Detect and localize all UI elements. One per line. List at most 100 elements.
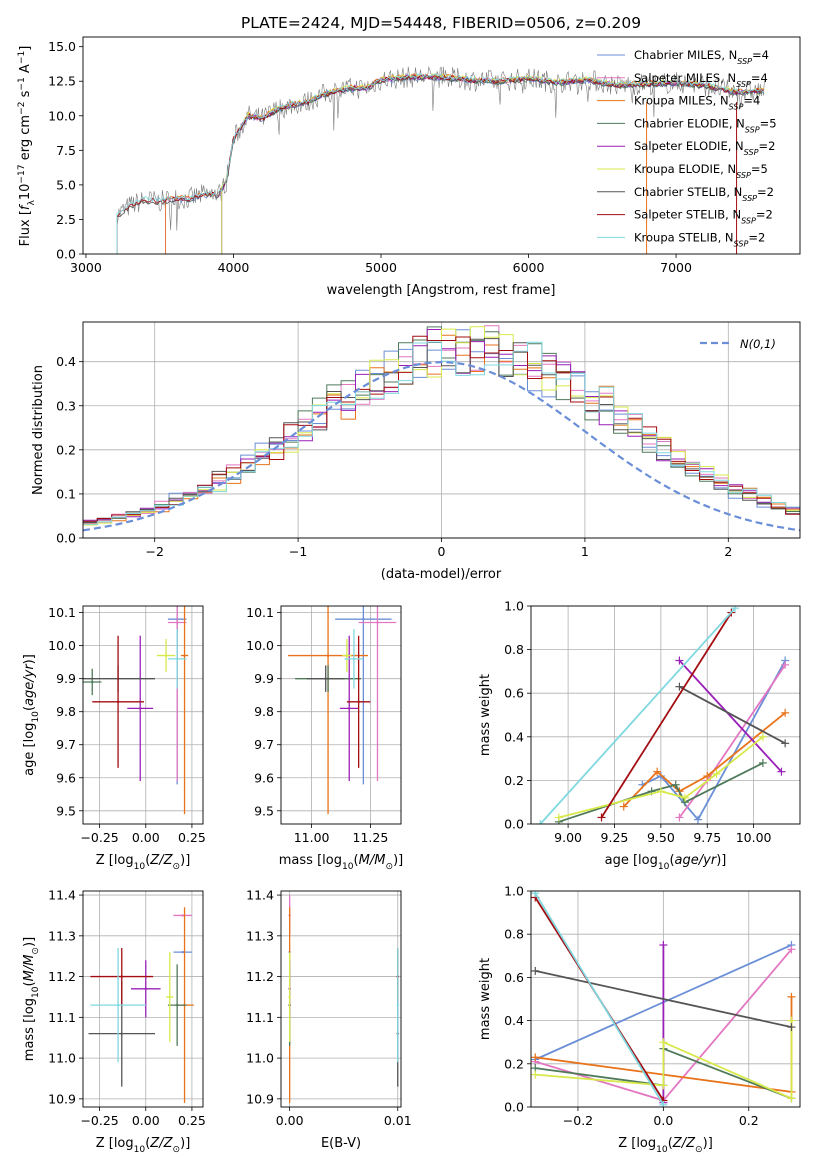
legend-entry: N(0,1) (740, 337, 776, 351)
legend: N(0,1) (700, 337, 776, 351)
y-tick-label: 11.2 (48, 969, 76, 984)
x-tick-label: 0.00 (276, 1113, 304, 1128)
axes-frame (280, 605, 402, 825)
x-axis-label: wavelength [Angstrom, rest frame] (327, 283, 556, 298)
x-axis-label: E(B-V) (321, 1136, 361, 1151)
data-point (120, 1032, 123, 1035)
x-axis-label: Z [log10(Z/Z⊙)] (96, 1136, 191, 1155)
data-point (324, 677, 327, 680)
y-tick-label: 9.7 (254, 737, 274, 752)
x-axis-label: age [log10(age/yr)] (605, 853, 727, 872)
x-tick-label: −2 (145, 544, 163, 559)
y-tick-label: 0.8 (504, 927, 524, 942)
y-tick-label: 9.6 (254, 770, 274, 785)
y-tick-label: 15.0 (48, 39, 76, 54)
mass-vs-Z-axes: −0.25 0.00 0.25 10.9 11.0 11.1 11.2 11.3 11.4 (48, 888, 206, 1128)
x-tick-label: 0.0 (653, 1113, 673, 1128)
data-point (183, 654, 186, 657)
mass-vs-ebv-axes: 0.00 0.01 10.9 11.0 11.1 11.2 11.3 11.4 (246, 888, 412, 1128)
y-tick-label: 9.8 (254, 704, 274, 719)
weight-vs-Z-axes: −0.2 0.0 0.2 0.0 0.2 0.4 0.6 0.8 1.0 (504, 884, 801, 1128)
histogram-step (83, 341, 800, 525)
y-tick-label: 10.9 (246, 1091, 274, 1106)
legend-entry: Salpeter MILES, NSSP=4 (634, 71, 768, 89)
data-point (116, 700, 120, 703)
y-tick-label: 11.1 (246, 1010, 274, 1025)
x-tick-label: 0 (438, 544, 446, 559)
weight-line (678, 685, 786, 745)
y-tick-label: 0.4 (504, 729, 524, 744)
y-tick-label: 10.0 (48, 638, 76, 653)
legend-entry: Chabrier MILES, NSSP=4 (634, 48, 769, 66)
y-tick-label: 9.8 (56, 704, 76, 719)
x-tick-label: 11.25 (353, 830, 389, 845)
weight-vs-age-axes: 9.00 9.25 9.50 9.75 10.00 0.0 0.2 0.4 0.6 0.8 1.0 (504, 599, 801, 845)
x-axis-label: Z [log10(Z/Z⊙)] (96, 853, 191, 872)
y-tick-label: 9.9 (56, 671, 76, 686)
x-tick-label: 0.25 (178, 830, 206, 845)
x-tick-label: 3000 (70, 260, 102, 275)
x-tick-label: 9.75 (693, 830, 721, 845)
data-point (396, 1003, 399, 1007)
y-tick-label: 0.2 (56, 442, 76, 457)
axes-frame (82, 605, 204, 825)
y-tick-label: 11.2 (246, 969, 274, 984)
y-tick-label: 7.5 (56, 143, 76, 158)
y-tick-label: 0.4 (504, 1013, 524, 1028)
axes-frame (530, 605, 801, 825)
axes-frame (82, 321, 801, 539)
y-tick-label: 10.0 (246, 638, 274, 653)
y-tick-label: 11.3 (48, 928, 76, 943)
legend-entry: Kroupa MILES, NSSP=4 (634, 94, 760, 112)
x-tick-label: 0.25 (178, 1113, 206, 1128)
data-point (144, 987, 147, 991)
y-tick-label: 0.2 (504, 1056, 524, 1071)
data-point (352, 657, 356, 661)
x-tick-label: 6000 (513, 260, 545, 275)
axes-frame (280, 890, 402, 1108)
x-axis-label: Z [log10(Z/Z⊙)] (618, 1136, 713, 1155)
x-tick-label: −0.25 (80, 1113, 118, 1128)
y-tick-label: 0.0 (504, 817, 524, 832)
data-point (116, 1003, 120, 1007)
weight-line (534, 892, 665, 1106)
x-tick-label: 2 (724, 544, 732, 559)
y-tick-label: 1.0 (504, 884, 524, 899)
x-tick-label: 0.00 (132, 830, 160, 845)
data-point (288, 995, 291, 999)
x-tick-label: 5000 (365, 260, 397, 275)
x-tick-label: 1 (581, 544, 589, 559)
y-tick-label: 0.8 (504, 642, 524, 657)
y-tick-label: 11.3 (246, 928, 274, 943)
model-spectrum-line (221, 75, 764, 254)
x-tick-label: 7000 (660, 260, 692, 275)
model-spectrum-line (116, 74, 764, 254)
weight-line (678, 659, 783, 773)
legend-entry: Salpeter ELODIE, NSSP=2 (634, 139, 775, 157)
y-tick-label: 0.0 (56, 531, 76, 546)
data-point (175, 657, 179, 661)
legend-entry: Kroupa ELODIE, NSSP=5 (634, 162, 768, 180)
normal-pdf-curve (83, 360, 800, 532)
legend-entry: Chabrier ELODIE, NSSP=5 (634, 116, 777, 133)
y-tick-label: 9.5 (254, 803, 274, 818)
data-point (175, 1003, 179, 1007)
y-axis-label: mass weight (478, 674, 493, 756)
data-point (348, 707, 351, 710)
y-tick-label: 0.0 (504, 1100, 524, 1115)
y-tick-label: 9.9 (254, 671, 274, 686)
y-tick-label: 1.0 (504, 599, 524, 614)
y-tick-label: 2.5 (56, 212, 76, 227)
legend-entry: Kroupa STELIB, NSSP=2 (634, 230, 765, 248)
y-axis-label: mass [log10(M/M⊙)] (22, 937, 41, 1061)
y-tick-label: 0.4 (56, 354, 76, 369)
x-tick-label: −0.2 (563, 1113, 593, 1128)
x-axis-label: mass [log10(M/M⊙)] (279, 853, 403, 872)
plot-area (288, 895, 399, 1103)
weight-line (535, 970, 792, 1028)
x-tick-label: −0.25 (80, 830, 118, 845)
y-axis-label: age [log10(age/yr)] (22, 654, 41, 776)
axes-frame (82, 890, 204, 1108)
axes-frame (82, 36, 801, 255)
